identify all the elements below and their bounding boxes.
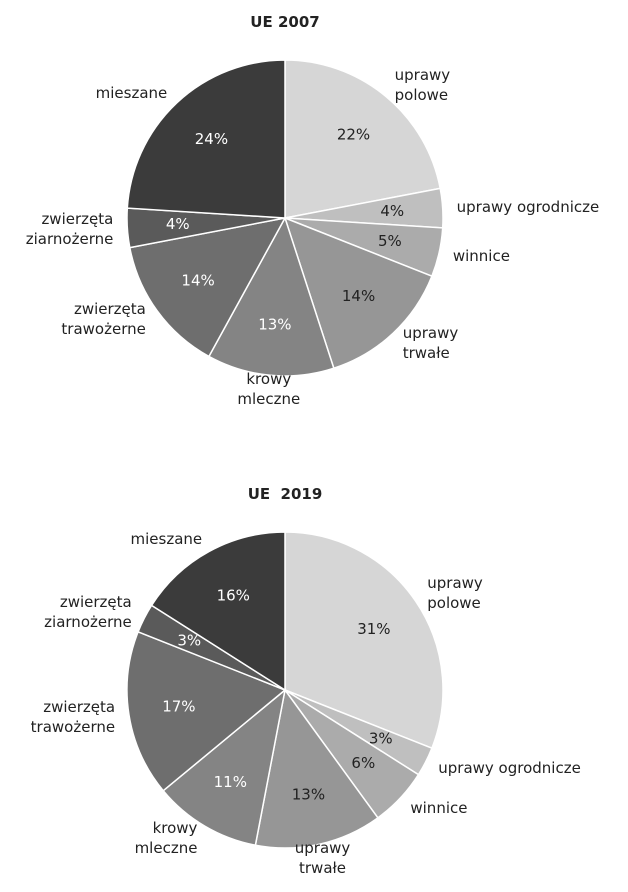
category-label: uprawy trwałe	[402, 324, 459, 363]
category-label: krowy mleczne	[237, 370, 301, 409]
category-label: uprawy polowe	[427, 574, 483, 613]
category-label: zwierzęta trawożerne	[61, 300, 146, 339]
chart-title: UE 2007	[250, 13, 320, 31]
value-label: 13%	[292, 785, 325, 803]
pie-slice	[207, 216, 335, 377]
value-label: 3%	[177, 632, 201, 650]
pie-slice	[162, 688, 287, 847]
value-label: 14%	[181, 272, 214, 290]
pie-slice	[150, 531, 286, 692]
value-label: 22%	[337, 126, 370, 144]
pie-slice	[254, 688, 379, 849]
pie-slice	[284, 531, 444, 750]
value-label: 31%	[357, 620, 390, 638]
category-label: uprawy ogrodnicze	[438, 759, 581, 778]
category-label: zwierzęta ziarnożerne	[25, 209, 114, 248]
category-label: mieszane	[95, 83, 168, 102]
value-label: 4%	[166, 215, 190, 233]
value-label: 24%	[195, 130, 228, 148]
category-label: uprawy polowe	[394, 66, 451, 105]
pie-slice	[128, 216, 287, 358]
category-label: uprawy trwałe	[294, 838, 351, 877]
value-label: 5%	[378, 232, 402, 250]
value-label: 16%	[217, 586, 250, 604]
chart-title: UE 2019	[247, 485, 323, 503]
category-label: krowy mleczne	[134, 819, 198, 858]
value-label: 17%	[162, 697, 195, 715]
value-label: 3%	[369, 729, 393, 747]
value-label: 11%	[214, 773, 247, 791]
category-label: zwierzęta ziarnożerne	[44, 592, 132, 631]
pie-slice	[126, 630, 287, 792]
category-label: mieszane	[130, 530, 203, 549]
pie-slice	[126, 59, 286, 219]
value-label: 4%	[380, 202, 404, 220]
pie-slice	[284, 59, 442, 219]
category-label: uprawy ogrodnicze	[456, 198, 600, 217]
value-label: 14%	[342, 287, 375, 305]
value-label: 6%	[351, 754, 375, 772]
value-label: 13%	[258, 315, 291, 333]
category-label: zwierzęta trawożerne	[30, 697, 116, 736]
category-label: winnice	[410, 798, 468, 817]
category-label: winnice	[452, 246, 510, 265]
